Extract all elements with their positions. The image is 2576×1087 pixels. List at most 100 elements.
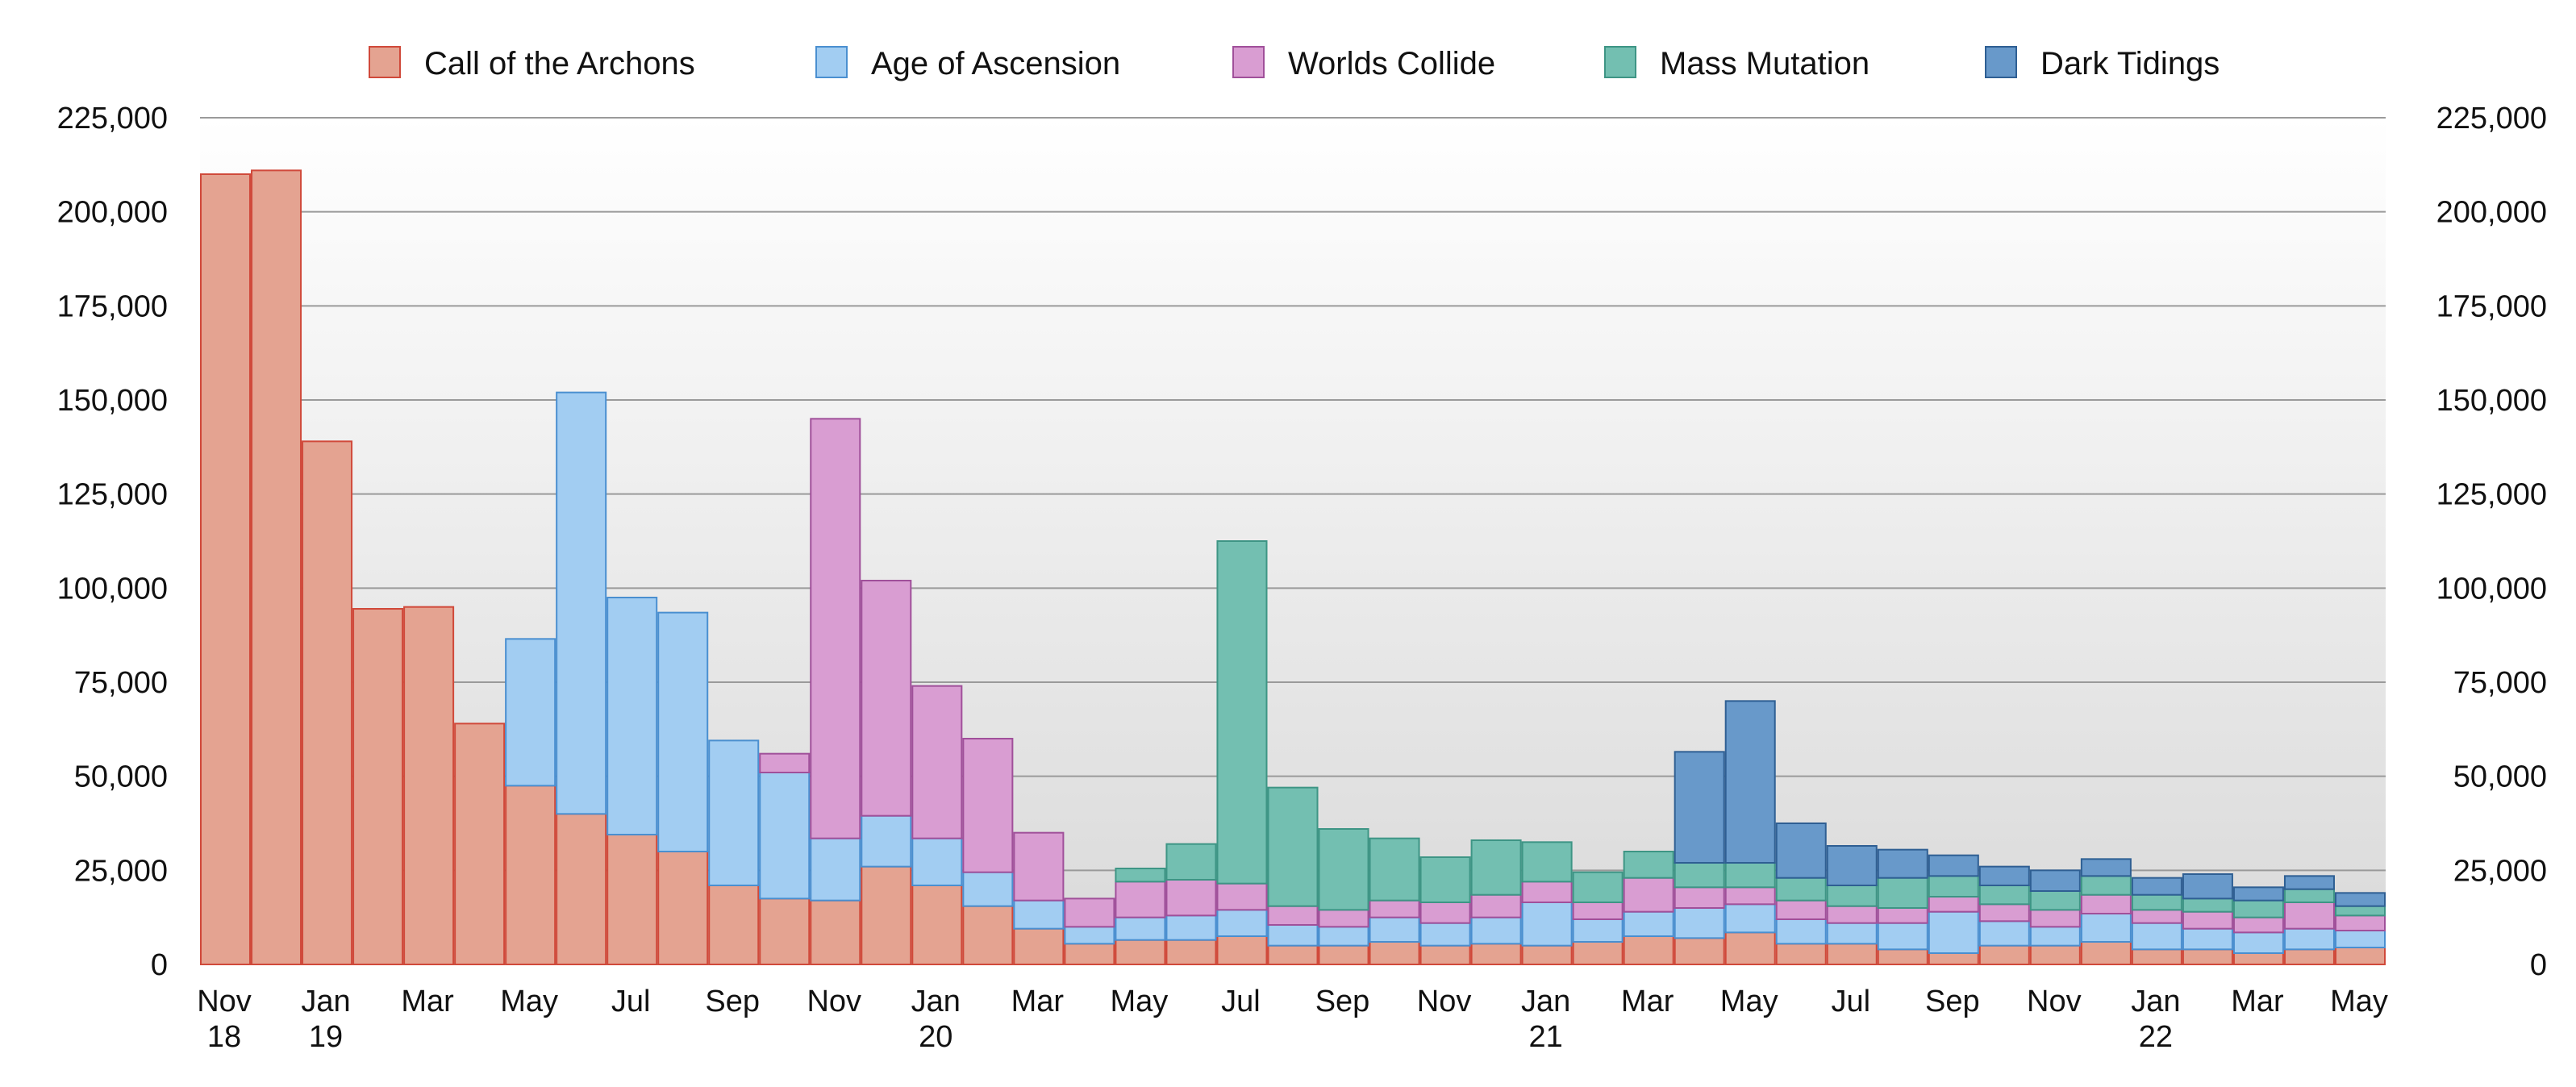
y-tick-label-left: 225,000 xyxy=(57,102,168,135)
bar-segment xyxy=(1623,877,1674,913)
legend-swatch xyxy=(815,46,848,78)
legend-label: Mass Mutation xyxy=(1660,46,1869,81)
bar-segment xyxy=(1978,920,2030,947)
bar-segment xyxy=(657,851,709,965)
legend-label: Worlds Collide xyxy=(1288,46,1495,81)
bar-segment xyxy=(911,885,963,965)
x-tick-label-month: Mar xyxy=(1011,985,1065,1018)
bar-segment xyxy=(2334,905,2386,917)
bar-segment xyxy=(1623,910,1674,937)
bar-segment xyxy=(2334,930,2386,948)
bar-segment xyxy=(2334,947,2386,965)
bar-segment xyxy=(1826,943,1878,966)
bar-segment xyxy=(2182,898,2233,913)
bar-segment xyxy=(759,752,811,774)
x-tick-label-year: 19 xyxy=(309,1020,343,1054)
bar-segment xyxy=(810,899,861,965)
bar-segment xyxy=(454,723,506,965)
x-tick-label-year: 21 xyxy=(1528,1020,1562,1054)
bar-segment xyxy=(1216,882,1268,911)
bar-segment xyxy=(2232,931,2284,955)
bar-segment xyxy=(1775,877,1827,902)
legend-label: Dark Tidings xyxy=(2040,46,2220,81)
y-tick-label-left: 125,000 xyxy=(57,478,168,512)
bar-segment xyxy=(302,440,353,965)
bar-segment xyxy=(810,418,861,839)
bar-segment xyxy=(2029,926,2081,947)
bar-segment xyxy=(911,837,963,886)
bar-segment xyxy=(2283,927,2335,951)
bar-segment xyxy=(1826,905,1878,924)
x-tick-label-month: May xyxy=(500,985,558,1018)
legend-swatch xyxy=(1604,46,1636,78)
bar-segment xyxy=(1928,854,1979,877)
bar-segment xyxy=(1470,839,1522,896)
bar-segment xyxy=(2232,899,2284,918)
bar-segment xyxy=(1674,907,1725,939)
bar-segment xyxy=(1369,941,1420,965)
bar-segment xyxy=(1064,898,1115,928)
x-tick-label-month: May xyxy=(1111,985,1169,1018)
bar-segment xyxy=(1267,905,1319,926)
x-tick-label-month: Mar xyxy=(1621,985,1674,1018)
bar-segment xyxy=(1115,939,1166,965)
x-tick-label-month: Sep xyxy=(1315,985,1370,1018)
bar-segment xyxy=(1369,837,1420,902)
legend-label: Call of the Archons xyxy=(424,46,695,81)
bar-segment xyxy=(1724,862,1776,889)
bar-segment xyxy=(2334,892,2386,907)
bar-segment xyxy=(1724,903,1776,934)
bar-segment xyxy=(1267,924,1319,947)
bar-segment xyxy=(2080,893,2132,914)
bar-segment xyxy=(1369,916,1420,943)
y-tick-label-left: 100,000 xyxy=(57,572,168,606)
bar-segment xyxy=(810,837,861,902)
y-tick-label-right: 150,000 xyxy=(2436,384,2547,418)
bar-segment xyxy=(1470,893,1522,918)
bar-segment xyxy=(2232,952,2284,965)
y-tick-label-right: 75,000 xyxy=(2453,666,2547,700)
bar-segment xyxy=(251,169,302,966)
bar-segment xyxy=(1978,885,2030,906)
x-tick-label-month: Nov xyxy=(1417,985,1472,1018)
bar-segment xyxy=(1674,886,1725,910)
bar-segment xyxy=(2029,869,2081,893)
bar-segment xyxy=(861,814,912,868)
bar-segment xyxy=(2182,948,2233,966)
bar-segment xyxy=(1419,922,1471,947)
bar-segment xyxy=(1115,881,1166,918)
bar-segment xyxy=(2131,922,2182,951)
bar-segment xyxy=(1318,944,1369,965)
bar-segment xyxy=(1419,856,1471,903)
bar-segment xyxy=(1724,931,1776,966)
y-tick-label-left: 50,000 xyxy=(74,760,168,794)
y-axis-right: 0 25,000 50,000 75,000 100,000 125,000 150,000… xyxy=(2436,102,2547,982)
x-tick-label-month: Nov xyxy=(807,985,861,1018)
x-tick-label-year: 22 xyxy=(2139,1020,2173,1054)
y-tick-label-left: 150,000 xyxy=(57,384,168,418)
bar-segment xyxy=(1013,899,1065,930)
x-tick-label-month: May xyxy=(2330,985,2388,1018)
bar-segment xyxy=(2232,886,2284,902)
bar-segment xyxy=(556,813,607,965)
bar-segment xyxy=(1826,885,1878,907)
bar-segment xyxy=(2283,888,2335,903)
bar-segment xyxy=(1419,902,1471,924)
bar-segment xyxy=(861,580,912,817)
bar-segment xyxy=(1369,899,1420,918)
bar-segment xyxy=(759,898,811,966)
bar-segment xyxy=(505,785,556,965)
bar-segment xyxy=(1521,841,1573,883)
bar-segment xyxy=(2029,890,2081,911)
y-tick-label-right: 100,000 xyxy=(2436,572,2547,606)
x-tick-label-month: Jul xyxy=(1831,985,1870,1018)
bar-segment xyxy=(1064,943,1115,966)
bar-segment xyxy=(2029,944,2081,965)
x-tick-label-month: Jan xyxy=(301,985,350,1018)
bar-segment xyxy=(1928,875,1979,898)
legend: Call of the Archons Age of Ascension World… xyxy=(369,46,2220,81)
x-tick-label-month: Sep xyxy=(1925,985,1980,1018)
bar-segment xyxy=(1267,786,1319,907)
bar-segment xyxy=(1775,823,1827,879)
